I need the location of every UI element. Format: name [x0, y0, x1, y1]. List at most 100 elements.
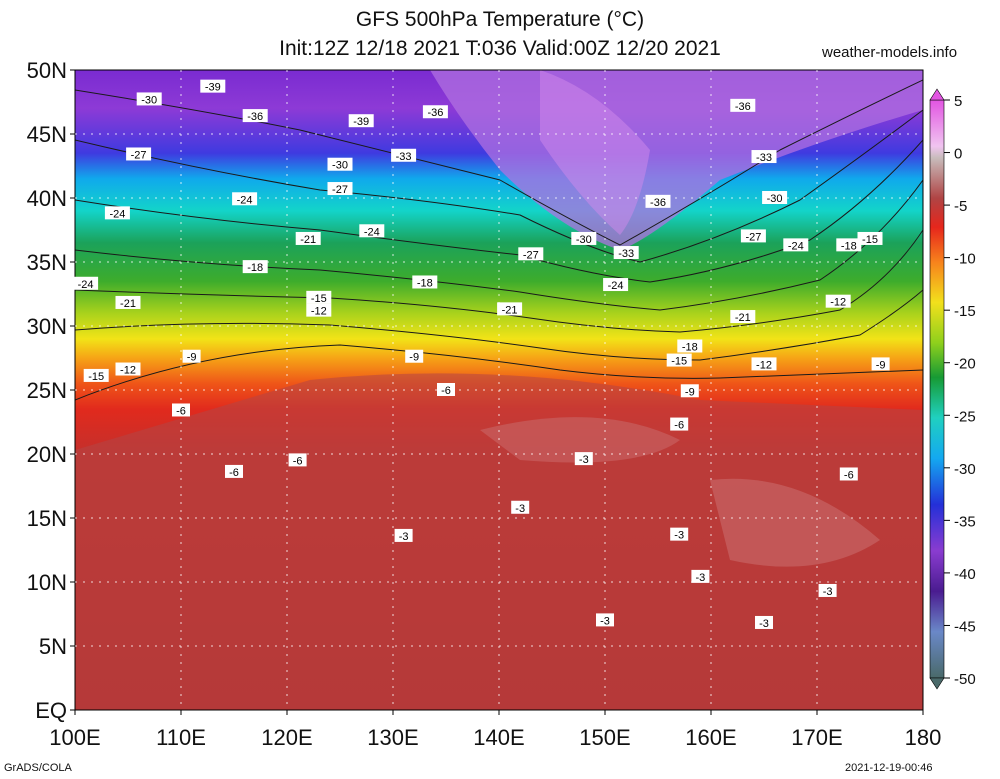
- contour-label: -9: [405, 349, 424, 364]
- svg-text:-36: -36: [247, 111, 263, 123]
- svg-text:-39: -39: [205, 82, 221, 94]
- colorbar-label: -30: [954, 461, 976, 478]
- contour-label: -39: [348, 114, 374, 128]
- contour-label: -27: [327, 182, 353, 196]
- lon-label: 130E: [367, 725, 418, 750]
- contour-label: -15: [857, 231, 883, 246]
- contour-labels: -39 -30 -36 -39 -36 -36 -27 -33 -30 -33 -27 -24 -36 -…: [73, 79, 890, 630]
- contour-label: -9: [871, 357, 890, 371]
- contour-label: -3: [755, 615, 773, 630]
- map-field: [75, 70, 923, 710]
- contour-label: -33: [391, 148, 417, 163]
- colorbar-label: -45: [954, 618, 976, 635]
- lat-label: 45N: [27, 122, 67, 147]
- contour-label: -36: [645, 194, 671, 209]
- svg-text:-12: -12: [120, 365, 136, 377]
- colorbar-label: -25: [954, 408, 976, 425]
- chart-subtitle: Init:12Z 12/18 2021 T:036 Valid:00Z 12/2…: [279, 37, 721, 60]
- lon-label: 100E: [49, 725, 100, 750]
- svg-text:-39: -39: [353, 116, 369, 128]
- svg-text:-6: -6: [229, 467, 239, 479]
- contour-label: -18: [836, 238, 862, 252]
- lon-label: 140E: [473, 725, 524, 750]
- contour-label: -3: [574, 452, 593, 466]
- longitude-labels: 100E 110E 120E 130E 140E 150E 160E 170E 180: [49, 710, 941, 750]
- contour-label: -6: [670, 417, 689, 432]
- contour-label: -24: [232, 192, 258, 206]
- contour-label: -15: [306, 290, 332, 305]
- svg-text:-3: -3: [823, 586, 833, 598]
- contour-label: -6: [225, 464, 243, 479]
- svg-text:-9: -9: [685, 386, 695, 398]
- svg-text:-3: -3: [696, 572, 706, 584]
- lon-label: 180: [905, 725, 942, 750]
- contour-label: -30: [136, 92, 162, 106]
- svg-text:-24: -24: [78, 279, 94, 291]
- contour-label: -3: [691, 569, 710, 584]
- colorbar-label: -10: [954, 251, 976, 268]
- svg-text:-6: -6: [441, 385, 451, 397]
- contour-label: -24: [359, 224, 385, 238]
- lat-label: 40N: [27, 186, 67, 211]
- contour-label: -24: [73, 276, 99, 291]
- contour-label: -27: [740, 229, 766, 243]
- colorbar-label: -50: [954, 671, 976, 688]
- graticule: [75, 70, 923, 710]
- lon-label: 160E: [685, 725, 736, 750]
- svg-text:-24: -24: [237, 194, 253, 206]
- contour-label: -21: [730, 310, 756, 324]
- svg-text:-21: -21: [502, 304, 518, 316]
- svg-text:-24: -24: [788, 240, 804, 252]
- contour-label: -21: [115, 295, 141, 310]
- contour-label: -3: [670, 527, 689, 542]
- svg-text:-18: -18: [417, 277, 433, 289]
- svg-text:-18: -18: [841, 240, 857, 252]
- contour-label: -3: [818, 583, 837, 598]
- colorbar: 5 0 -5 -10 -15 -20 -25 -30 -35 -40 -45 -50: [929, 88, 976, 690]
- svg-text:-21: -21: [735, 312, 751, 324]
- contour-label: -18: [242, 260, 268, 274]
- contour-label: -6: [839, 467, 858, 481]
- svg-text:-30: -30: [332, 160, 348, 172]
- lat-label: 15N: [27, 506, 67, 531]
- colorbar-label: -35: [954, 513, 976, 530]
- svg-text:-9: -9: [409, 352, 419, 364]
- svg-text:-24: -24: [109, 208, 125, 220]
- svg-text:-21: -21: [120, 298, 136, 310]
- svg-text:-6: -6: [176, 405, 186, 417]
- svg-text:-6: -6: [674, 420, 684, 432]
- svg-text:-12: -12: [830, 297, 846, 309]
- contour-label: -9: [680, 384, 699, 398]
- lat-label: 20N: [27, 442, 67, 467]
- svg-text:-3: -3: [600, 615, 610, 627]
- svg-text:-27: -27: [745, 231, 761, 243]
- contour-label: -24: [603, 278, 629, 292]
- svg-text:-36: -36: [650, 197, 666, 209]
- svg-text:-9: -9: [876, 359, 886, 371]
- contour-label: -12: [825, 294, 851, 309]
- lon-label: 170E: [791, 725, 842, 750]
- contour-label: -3: [596, 613, 614, 627]
- lat-label: 50N: [27, 58, 67, 83]
- svg-text:-6: -6: [293, 455, 303, 467]
- contour-label: -24: [104, 206, 130, 220]
- generated-timestamp: 2021-12-19-00:46: [845, 762, 933, 774]
- contour-label: -27: [126, 147, 152, 161]
- svg-text:-3: -3: [759, 618, 769, 630]
- svg-text:-18: -18: [247, 262, 263, 274]
- contour-label: -6: [437, 383, 455, 397]
- lon-label: 120E: [261, 725, 312, 750]
- svg-text:-3: -3: [579, 454, 589, 466]
- contour-label: -3: [394, 528, 413, 543]
- lat-label: 10N: [27, 570, 67, 595]
- svg-text:-30: -30: [767, 193, 783, 205]
- contour-label: -39: [200, 79, 226, 94]
- svg-text:-36: -36: [427, 107, 443, 119]
- colorbar-label: -40: [954, 566, 976, 583]
- svg-text:-27: -27: [523, 249, 539, 261]
- lon-label: 150E: [579, 725, 630, 750]
- contour-label: -33: [613, 246, 639, 260]
- contour-label: -36: [242, 109, 268, 123]
- contour-label: -30: [571, 231, 597, 246]
